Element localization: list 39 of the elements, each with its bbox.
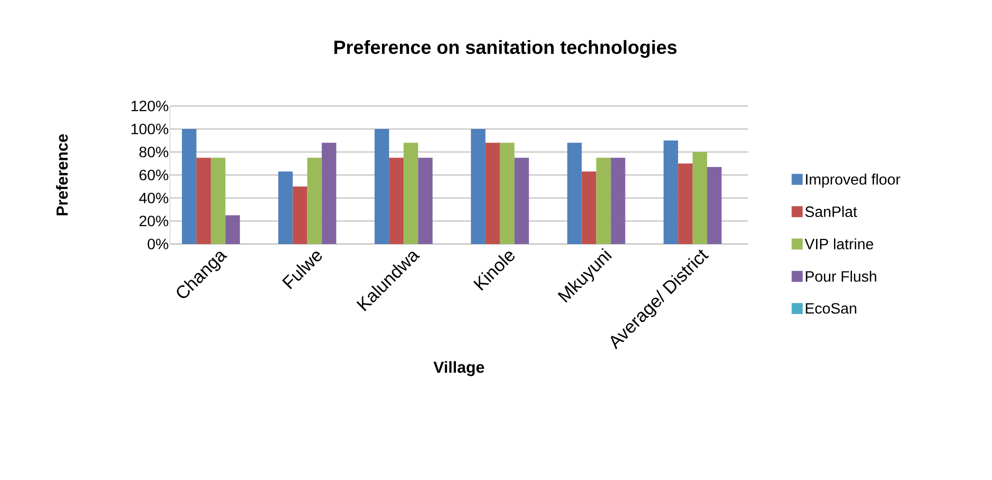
legend-label: SanPlat xyxy=(805,206,858,218)
bar xyxy=(374,128,390,244)
y-tick-label: 20% xyxy=(140,216,168,226)
chart-title: Preference on sanitation technologies xyxy=(334,40,677,58)
x-axis-title: Village xyxy=(433,361,484,376)
bar xyxy=(707,166,722,244)
bar xyxy=(307,158,322,244)
bar xyxy=(182,128,196,244)
bar xyxy=(278,172,293,244)
bar xyxy=(418,158,433,244)
bar xyxy=(582,172,596,244)
y-tick-label: 0% xyxy=(148,238,168,250)
y-tick-label: 100% xyxy=(132,124,168,134)
legend-label: EcoSan xyxy=(806,303,856,314)
legend-label: Improved floor xyxy=(806,174,900,188)
y-tick-label: 40% xyxy=(139,192,168,204)
y-axis-title: Preference xyxy=(56,134,68,216)
y-tick-label: 80% xyxy=(139,146,168,158)
bar xyxy=(678,163,693,244)
bar xyxy=(196,158,211,244)
bar xyxy=(596,158,611,244)
bar xyxy=(292,186,308,244)
bar xyxy=(404,142,418,244)
bar xyxy=(692,152,708,244)
bar xyxy=(664,140,678,244)
bar xyxy=(389,158,404,244)
bar xyxy=(514,158,529,244)
bar xyxy=(500,142,514,244)
bar xyxy=(470,128,486,244)
legend-label: Pour Flush xyxy=(806,270,876,282)
bar xyxy=(610,158,626,244)
bar xyxy=(567,142,582,244)
y-tick-label: 60% xyxy=(140,170,168,180)
bar xyxy=(485,142,500,244)
bar xyxy=(210,158,226,244)
legend-label: VIP latrine xyxy=(804,238,874,250)
bar xyxy=(225,215,240,244)
y-tick-label: 120% xyxy=(132,100,168,112)
bar xyxy=(322,142,336,244)
